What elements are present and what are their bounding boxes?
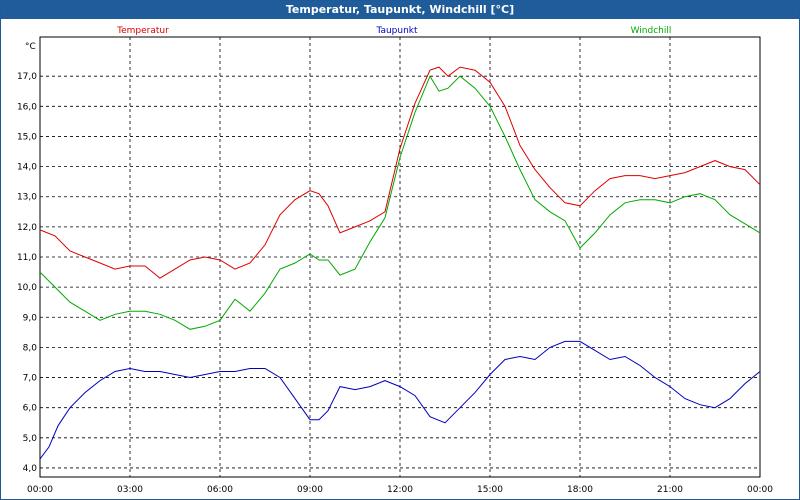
y-tick-label: 17,0 <box>17 72 37 82</box>
tick-layer: 4,0 5,0 6,0 7,0 8,0 9,0 10,0 11,0 12,0 13,0 14,0 15… <box>17 72 773 495</box>
y-tick-label: 15,0 <box>17 132 37 142</box>
x-tick-time: 03:00 <box>117 485 143 495</box>
y-tick-label: 16,0 <box>17 102 37 112</box>
x-tick-time: 00:00 <box>747 485 773 495</box>
y-tick-label: 5,0 <box>23 434 38 444</box>
x-tick-time: 21:00 <box>657 485 683 495</box>
y-tick-label: 8,0 <box>23 343 38 353</box>
x-tick-time: 15:00 <box>477 485 503 495</box>
y-tick-label: 13,0 <box>17 193 37 203</box>
legend-windchill: Windchill <box>631 26 672 36</box>
legend-layer: Temperatur Taupunkt Windchill <box>116 26 671 36</box>
series-line-temperatur <box>39 66 761 279</box>
y-tick-label: 11,0 <box>17 253 37 263</box>
chart-svg: 4,0 5,0 6,0 7,0 8,0 9,0 10,0 11,0 12,0 13,0 14,0 15… <box>17 26 773 495</box>
grid-layer <box>40 37 760 477</box>
x-tick-time: 12:00 <box>387 485 413 495</box>
y-tick-label: 6,0 <box>23 404 38 414</box>
y-tick-label: 4,0 <box>23 464 38 474</box>
legend-taupunkt: Taupunkt <box>375 26 418 36</box>
series-line-taupunkt <box>39 340 761 460</box>
y-tick-label: 9,0 <box>23 313 38 323</box>
window-title: Temperatur, Taupunkt, Windchill [°C] <box>1 1 799 19</box>
x-tick-time: 18:00 <box>567 485 593 495</box>
legend-temperatur: Temperatur <box>116 26 169 36</box>
y-tick-label: 10,0 <box>17 283 37 293</box>
series-line-windchill <box>39 75 761 330</box>
x-tick-time: 06:00 <box>207 485 233 495</box>
x-tick-time: 09:00 <box>297 485 323 495</box>
y-tick-label: 7,0 <box>23 374 38 384</box>
x-tick-time: 00:00 <box>27 485 53 495</box>
series-layer <box>39 66 761 460</box>
y-tick-label: 14,0 <box>17 163 37 173</box>
y-tick-label: 12,0 <box>17 223 37 233</box>
y-axis-label: °C <box>25 42 36 52</box>
